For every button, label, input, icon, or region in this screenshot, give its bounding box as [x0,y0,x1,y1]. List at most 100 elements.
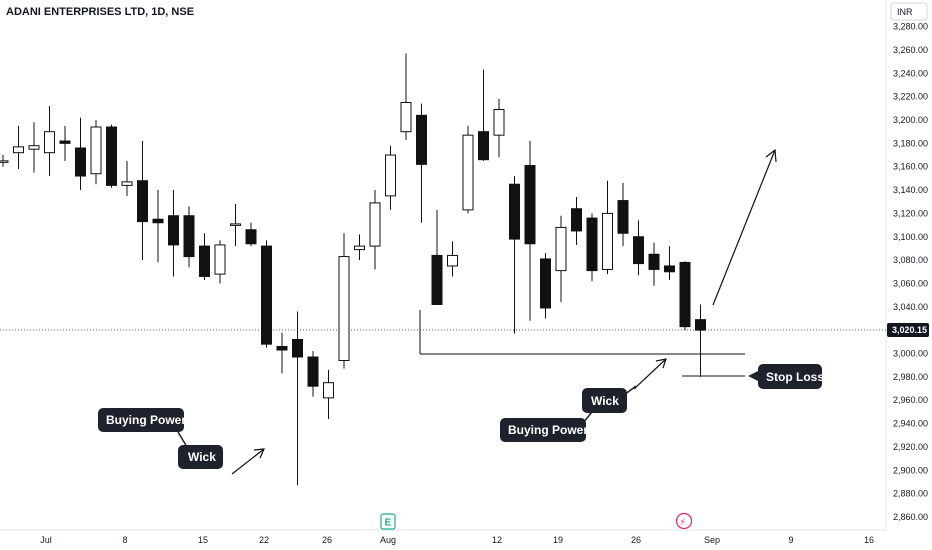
candle[interactable] [59,125,71,161]
candle[interactable] [416,103,427,223]
candle-body [447,254,458,267]
y-tick-label: 3,220.00 [893,92,928,102]
candle-body [509,183,520,240]
svg-text:Wick: Wick [591,394,619,408]
candle-body [137,180,148,223]
y-tick-label: 3,140.00 [893,185,928,195]
candle-body [323,382,334,399]
candle[interactable] [261,240,272,348]
candle[interactable] [276,332,288,374]
candle[interactable] [695,304,706,377]
candle[interactable] [400,53,412,140]
candle[interactable] [106,124,117,188]
svg-text:E: E [385,518,392,529]
candle[interactable] [168,190,179,277]
candle[interactable] [540,253,551,319]
x-tick-label: 9 [788,535,793,545]
split-icon[interactable]: ⚡ [675,512,693,530]
candle-body [307,356,319,387]
candle[interactable] [493,98,505,158]
candle-body [633,236,644,265]
candle[interactable] [555,215,567,303]
candle[interactable] [137,141,148,261]
candle[interactable] [75,117,86,191]
candle-body [586,217,598,272]
svg-text:⚡: ⚡ [680,518,686,528]
callout-stop-loss[interactable]: Stop Loss [748,364,824,389]
earnings-icon[interactable]: E [380,513,396,530]
callout-buying-power-left[interactable]: Buying Power [98,408,191,453]
candle[interactable] [478,69,489,161]
candle[interactable] [121,160,133,196]
candle[interactable] [602,180,613,275]
candle-body [106,126,117,186]
x-tick-label: 26 [631,535,641,545]
y-tick-label: 2,880.00 [893,489,928,499]
candle-body [183,215,195,258]
x-tick-label: 19 [553,535,563,545]
candle-body [354,245,365,251]
candle[interactable] [679,261,691,331]
callout-wick-right[interactable]: Wick [582,385,637,413]
y-tick-label: 3,060.00 [893,278,928,288]
candle[interactable] [230,204,241,247]
y-tick-label: 3,280.00 [893,22,928,32]
callout-wick-left[interactable]: Wick [178,445,223,469]
candle[interactable] [385,145,396,210]
candle[interactable] [44,105,55,177]
candle[interactable] [369,190,381,270]
candle[interactable] [354,234,365,261]
candle[interactable] [617,183,629,247]
candle[interactable] [307,351,319,397]
svg-text:Wick: Wick [188,450,216,464]
time-axis: Jul 8 15 22 26 Aug 12 19 26 Sep 9 16 [40,535,874,545]
candle[interactable] [90,120,102,185]
x-tick-label: Sep [704,535,720,545]
candle-body [90,126,102,175]
candle[interactable] [152,190,164,263]
candle[interactable] [571,197,582,245]
candle-body [75,147,86,177]
y-tick-label: 3,000.00 [893,349,928,359]
candle[interactable] [0,155,9,167]
x-tick-label: 22 [259,535,269,545]
candle-body [214,244,226,275]
x-tick-label: 15 [198,535,208,545]
candle-body [0,160,9,163]
y-tick-label: 3,080.00 [893,255,928,265]
candle[interactable] [633,220,644,276]
candle[interactable] [524,141,536,321]
candle[interactable] [199,233,210,280]
candle[interactable] [13,125,24,170]
candle-body [261,245,272,345]
x-tick-label: 26 [322,535,332,545]
candle[interactable] [664,246,675,280]
candle[interactable] [183,206,195,268]
currency-badge[interactable] [890,2,928,21]
candle-body [230,223,241,226]
candle[interactable] [447,241,458,277]
candle[interactable] [648,242,660,286]
arrow-up-target [712,148,777,306]
candle[interactable] [431,209,443,305]
candle[interactable] [338,233,350,369]
y-tick-label: 3,100.00 [893,232,928,242]
y-tick-label: 3,180.00 [893,138,928,148]
price-axis: 3,280.00 3,260.00 3,240.00 3,220.00 3,200.00… [893,22,928,522]
candle-body [664,265,675,273]
candle[interactable] [28,122,40,173]
callout-buying-power-right[interactable]: Buying Power [500,411,593,442]
candle[interactable] [586,213,598,282]
candle[interactable] [462,125,474,214]
candle[interactable] [509,176,520,334]
current-price-box [887,322,929,337]
chart-title: ADANI ENTERPRISES LTD, 1D, NSE [6,6,194,18]
candle[interactable] [323,369,334,419]
arrow-up-small-left [231,448,265,475]
candle[interactable] [245,222,257,247]
candle[interactable] [214,240,226,284]
candle[interactable] [292,311,303,486]
y-tick-label: 2,960.00 [893,395,928,405]
x-tick-label: 12 [492,535,502,545]
